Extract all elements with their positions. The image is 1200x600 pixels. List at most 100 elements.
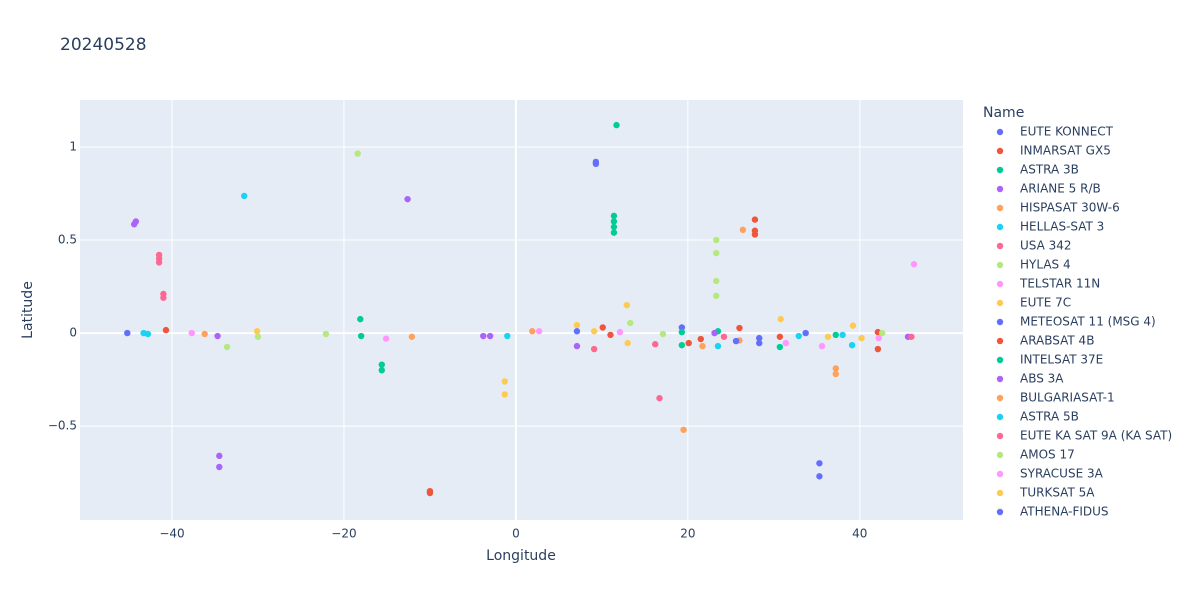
x-tick-label: −20: [331, 527, 356, 541]
legend-label: ASTRA 5B: [1020, 410, 1079, 424]
point: [878, 329, 886, 337]
point: [678, 341, 686, 349]
x-tick-label: 40: [852, 527, 867, 541]
point: [713, 236, 720, 244]
point: [697, 335, 704, 343]
legend-marker: [996, 394, 1004, 402]
point: [627, 319, 634, 327]
point: [832, 370, 839, 378]
point: [426, 487, 434, 495]
point: [659, 330, 667, 338]
legend-marker: [996, 318, 1004, 326]
point: [124, 329, 131, 337]
point: [751, 216, 759, 223]
point: [623, 301, 631, 309]
point: [144, 330, 152, 338]
legend-label: HYLAS 4: [1020, 258, 1071, 272]
legend-marker: [996, 375, 1004, 383]
legend-label: TELSTAR 11N: [1019, 277, 1100, 291]
point: [678, 328, 686, 336]
legend-label: BULGARIASAT-1: [1020, 391, 1115, 405]
legend-marker: [996, 489, 1004, 497]
point: [322, 330, 330, 338]
point: [254, 333, 262, 340]
point: [188, 329, 195, 337]
point: [908, 333, 915, 340]
legend-label: SYRACUSE 3A: [1020, 467, 1104, 481]
point: [685, 339, 692, 347]
legend-label: ARIANE 5 R/B: [1020, 182, 1101, 196]
point: [656, 394, 663, 402]
point: [651, 341, 659, 348]
chart-title: 20240528: [60, 35, 147, 55]
legend-label: ASTRA 3B: [1020, 163, 1079, 177]
point: [802, 329, 809, 337]
point: [480, 332, 487, 340]
point: [162, 326, 170, 334]
point: [782, 339, 790, 347]
legend-label: ATHENA-FIDUS: [1020, 505, 1109, 519]
point: [382, 335, 390, 342]
legend-marker: [996, 147, 1004, 155]
point: [875, 334, 882, 342]
legend-label: AMOS 17: [1020, 448, 1075, 462]
legend-label: HISPASAT 30W-6: [1020, 201, 1120, 215]
point: [858, 334, 865, 342]
legend-marker: [996, 185, 1004, 193]
point: [736, 324, 743, 332]
point: [160, 290, 167, 298]
point: [223, 343, 231, 351]
legend-label: INTELSAT 37E: [1020, 353, 1103, 367]
point: [874, 345, 882, 353]
legend-label: EUTE 7C: [1020, 296, 1071, 310]
point: [573, 342, 581, 350]
point: [573, 328, 581, 335]
point: [573, 321, 581, 329]
legend-label: ARABSAT 4B: [1020, 334, 1094, 348]
point: [486, 332, 494, 340]
point: [713, 292, 720, 300]
point: [720, 333, 728, 340]
legend-label: HELLAS-SAT 3: [1020, 220, 1104, 234]
point: [378, 367, 385, 374]
point: [816, 473, 823, 480]
legend-label: ABS 3A: [1020, 372, 1064, 386]
point: [529, 328, 536, 335]
point: [616, 328, 624, 336]
legend-marker: [996, 242, 1004, 250]
point: [613, 121, 620, 129]
point: [132, 218, 140, 225]
point: [816, 460, 823, 467]
point: [839, 331, 846, 339]
point: [607, 331, 614, 339]
point: [818, 342, 826, 350]
point: [590, 345, 598, 353]
point: [713, 249, 720, 257]
point: [590, 328, 598, 335]
point: [776, 343, 784, 351]
point: [910, 261, 918, 268]
point: [357, 315, 364, 323]
legend-marker: [996, 223, 1004, 231]
point: [592, 160, 600, 167]
point: [610, 229, 618, 236]
point: [777, 315, 784, 323]
point: [678, 324, 686, 331]
y-tick-label: 0.5: [58, 233, 77, 247]
legend-marker: [996, 413, 1004, 421]
point: [504, 332, 511, 340]
y-axis-title: Latitude: [20, 281, 36, 339]
point: [848, 341, 856, 349]
point: [241, 192, 248, 200]
point: [610, 223, 618, 231]
point: [824, 333, 832, 340]
point: [713, 277, 720, 285]
legend-marker: [996, 166, 1004, 174]
point: [756, 339, 763, 347]
legend-label: EUTE KA SAT 9A (KA SAT): [1020, 429, 1172, 443]
point: [501, 378, 508, 385]
y-tick-label: −0.5: [48, 419, 77, 433]
point: [599, 324, 606, 331]
point: [699, 342, 706, 350]
